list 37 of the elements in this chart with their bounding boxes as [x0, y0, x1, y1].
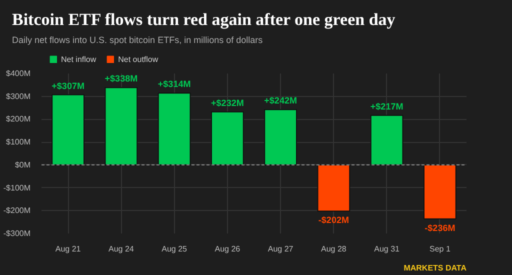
x-tick-label: Aug 27 [268, 244, 294, 254]
x-tick-label: Sep 1 [429, 244, 451, 254]
bar [264, 109, 297, 166]
x-tick-label: Aug 31 [374, 244, 400, 254]
bar [104, 87, 138, 166]
bar [317, 164, 350, 212]
y-tick-label: -$200M [3, 206, 31, 216]
data-label: +$242M [264, 96, 297, 106]
bar [211, 112, 244, 166]
chart-title: Bitcoin ETF flows turn red again after one green day [12, 9, 396, 31]
y-tick-label: $300M [6, 92, 31, 101]
data-label: +$232M [211, 98, 244, 108]
data-label: -$202M [318, 215, 349, 226]
y-tick-label: $100M [6, 138, 31, 147]
bar [424, 164, 456, 220]
data-label: +$217M [370, 101, 404, 112]
x-tick-label: Aug 24 [108, 244, 134, 254]
y-tick-label: $200M [6, 114, 31, 124]
x-tick-label: Aug 21 [55, 244, 82, 254]
x-tick-label: Aug 25 [162, 244, 188, 254]
bar [52, 94, 84, 166]
bar [158, 92, 191, 166]
y-tick-label: -$100M [3, 183, 31, 192]
y-tick-label: $400M [6, 69, 31, 78]
text: MARKETS DATA [404, 264, 467, 273]
x-tick-label: Aug 26 [214, 244, 241, 254]
data-label: +$307M [52, 80, 84, 91]
y-tick-label: -$300M [3, 229, 31, 238]
bar [370, 114, 404, 166]
legend-label: Net outflow [118, 54, 158, 64]
x-tick-label: Aug 28 [321, 244, 347, 254]
data-label: +$314M [158, 79, 191, 90]
data-label: -$236M [424, 222, 456, 233]
chart-subtitle: Daily net flows into U.S. spot bitcoin ETFs, in millions of dollars [12, 34, 263, 48]
y-tick-label: $0M [14, 160, 31, 170]
legend-label: Net inflow [61, 54, 96, 64]
data-label: +$338M [104, 74, 138, 84]
